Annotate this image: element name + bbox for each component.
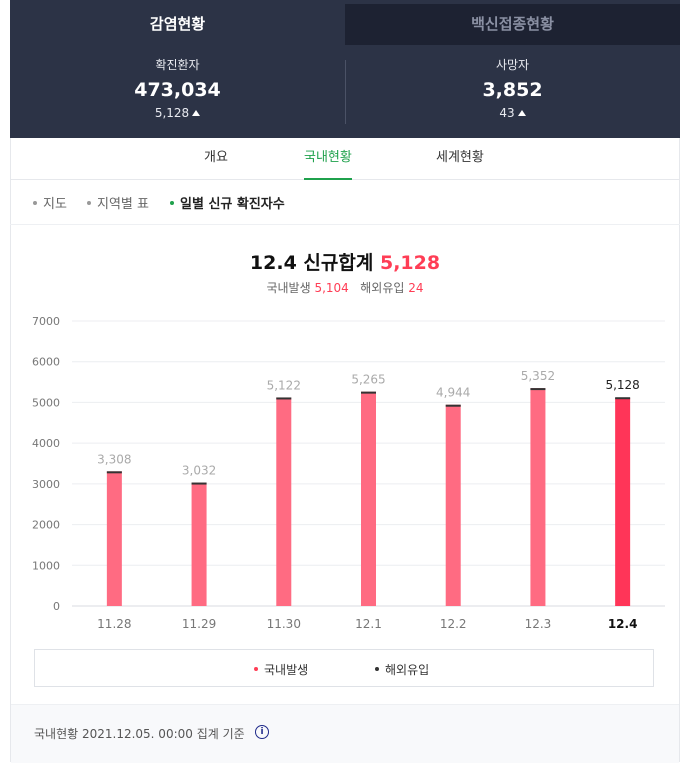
chart-legend: 국내발생 해외유입 xyxy=(34,649,654,687)
deaths-change: 43 xyxy=(499,106,515,120)
legend-domestic[interactable]: 국내발생 xyxy=(254,661,308,678)
data-label: 5,122 xyxy=(267,378,301,392)
legend-overseas[interactable]: 해외유입 xyxy=(375,661,429,678)
bullet-icon xyxy=(33,201,37,205)
bar-overseas xyxy=(361,391,376,394)
footer: 국내현황 2021.12.05. 00:00 집계 기준 i xyxy=(11,704,679,763)
domestic-label: 국내발생 xyxy=(266,281,311,295)
confirmed-stat: 확진환자 473,034 5,128 xyxy=(10,56,345,120)
tab-infection-status[interactable]: 감염현황 xyxy=(10,4,345,45)
y-tick-label: 4000 xyxy=(32,437,60,450)
filter-region-table[interactable]: 지역별 표 xyxy=(87,193,149,212)
y-tick-label: 7000 xyxy=(32,315,60,328)
y-tick-label: 3000 xyxy=(32,478,60,491)
bar-domestic xyxy=(106,471,122,606)
panel-frame xyxy=(10,0,680,762)
bar-overseas xyxy=(276,397,292,400)
bar-overseas xyxy=(445,404,461,407)
filter-map-label: 지도 xyxy=(43,197,67,212)
data-label: 5,352 xyxy=(521,369,555,383)
up-arrow-icon xyxy=(517,110,526,116)
legend-domestic-label: 국내발생 xyxy=(264,663,309,677)
confirmed-value: 473,034 xyxy=(134,79,221,101)
x-tick-label: 12.1 xyxy=(355,617,382,631)
domestic-value: 5,104 xyxy=(314,281,349,295)
data-label: 3,308 xyxy=(97,452,131,466)
legend-dot-icon xyxy=(254,667,258,671)
bar-domestic xyxy=(191,482,207,606)
filter-region-table-label: 지역별 표 xyxy=(97,197,149,212)
tab-domestic[interactable]: 국내현황 xyxy=(304,138,352,180)
tab-overview[interactable]: 개요 xyxy=(204,150,228,165)
tab-vaccination-status[interactable]: 백신접종현황 xyxy=(345,4,680,45)
bullet-icon xyxy=(87,201,91,205)
data-label: 5,265 xyxy=(351,373,385,387)
bar-domestic xyxy=(530,388,546,606)
deaths-label: 사망자 xyxy=(495,58,530,72)
x-tick-label: 11.30 xyxy=(267,617,301,631)
y-tick-label: 5000 xyxy=(32,396,60,409)
y-tick-label: 2000 xyxy=(32,519,60,532)
confirmed-change: 5,128 xyxy=(154,106,190,120)
data-label: 4,944 xyxy=(436,386,470,400)
view-filters: 지도 지역별 표 일별 신규 확진자수 xyxy=(10,180,680,225)
bar-overseas xyxy=(106,471,122,474)
daily-cases-chart: 0 1000 2000 3000 4000 5000 6000 7000 3,308 11.28 3… xyxy=(32,315,665,631)
legend-dot-icon xyxy=(375,667,379,671)
confirmed-label: 확진환자 xyxy=(155,58,200,72)
deaths-stat: 사망자 3,852 43 xyxy=(345,56,680,120)
bar-overseas xyxy=(530,388,546,391)
bar-domestic xyxy=(615,398,631,606)
y-tick-label: 1000 xyxy=(32,559,60,572)
bar-domestic xyxy=(445,404,461,606)
x-tick-label: 11.29 xyxy=(182,617,216,631)
data-label: 5,128 xyxy=(605,378,639,392)
y-tick-label: 0 xyxy=(53,600,60,613)
chart-subtitle: 국내발생 5,104 해외유입 24 xyxy=(10,279,680,296)
stats-divider xyxy=(345,60,346,124)
bar-overseas xyxy=(615,397,631,400)
overseas-label: 해외유입 xyxy=(360,281,405,295)
up-arrow-icon xyxy=(192,110,201,116)
chart-title: 12.4 신규합계 5,128 xyxy=(10,248,680,275)
y-tick-label: 6000 xyxy=(32,356,60,369)
x-tick-label: 12.2 xyxy=(440,617,467,631)
headline-total: 5,128 xyxy=(379,252,441,274)
bar-overseas xyxy=(191,482,207,485)
tab-world[interactable]: 세계현황 xyxy=(436,150,484,165)
legend-overseas-label: 해외유입 xyxy=(385,663,430,677)
aggregation-note: 국내현황 2021.12.05. 00:00 집계 기준 xyxy=(34,727,245,741)
headline-text: 신규합계 xyxy=(303,252,374,274)
filter-daily-new-cases-label: 일별 신규 확진자수 xyxy=(180,197,285,212)
bar-domestic xyxy=(361,391,376,606)
headline-date: 12.4 xyxy=(249,252,297,274)
data-label: 3,032 xyxy=(182,464,216,478)
x-tick-label: 12.3 xyxy=(525,617,552,631)
bar-domestic xyxy=(276,397,292,606)
bullet-icon xyxy=(170,201,174,205)
deaths-value: 3,852 xyxy=(482,79,543,101)
info-icon[interactable]: i xyxy=(255,725,269,739)
x-tick-label: 11.28 xyxy=(97,617,131,631)
filter-map[interactable]: 지도 xyxy=(33,193,67,212)
sub-tabs: 개요 국내현황 세계현황 xyxy=(10,138,680,180)
filter-daily-new-cases[interactable]: 일별 신규 확진자수 xyxy=(170,193,285,212)
x-tick-label: 12.4 xyxy=(608,617,638,631)
overseas-value: 24 xyxy=(408,281,424,295)
